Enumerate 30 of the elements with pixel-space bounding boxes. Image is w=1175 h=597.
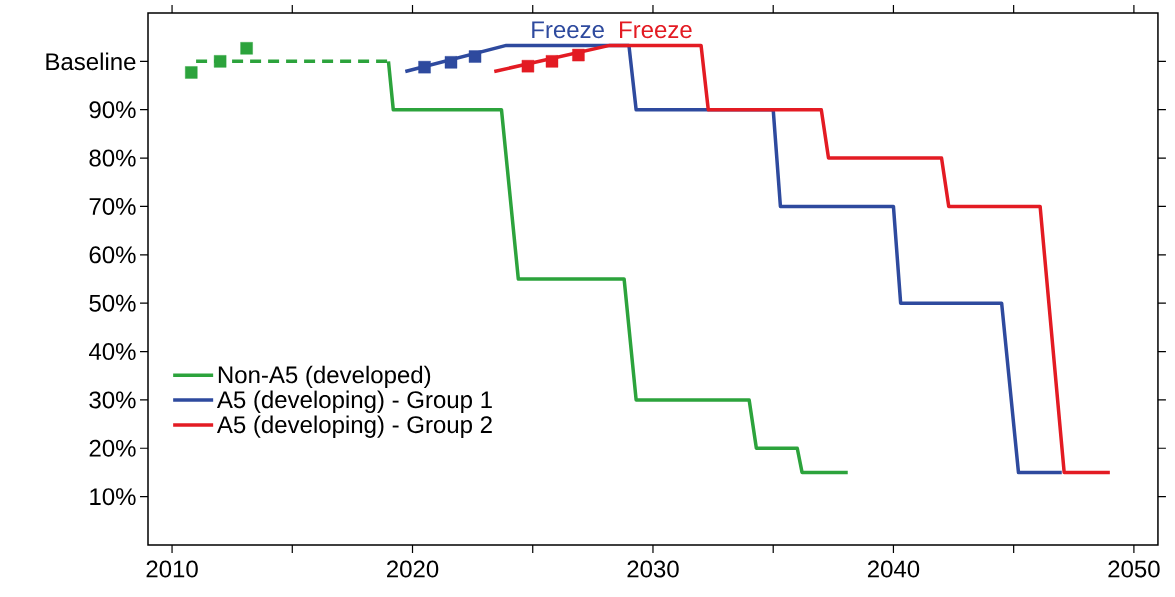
y-tick-label: 40%: [89, 343, 136, 361]
point: [185, 66, 198, 79]
point: [240, 42, 253, 55]
x-tick-label: 2020: [387, 560, 439, 578]
legend-label: A5 (developing) - Group 2: [216, 415, 492, 438]
y-tick-label: 90%: [89, 101, 136, 119]
y-tick-label: 70%: [89, 197, 136, 215]
annotation: Freeze: [620, 21, 692, 39]
y-tick-label: 30%: [89, 391, 136, 409]
y-tick-label: 10%: [90, 488, 136, 506]
point: [444, 56, 458, 69]
point: [545, 55, 559, 68]
point: [418, 60, 431, 74]
line-series: [492, 43, 1112, 475]
point: [468, 50, 482, 63]
point: [521, 59, 535, 73]
annotation: Freeze: [532, 21, 604, 39]
legend-label: A5 (developing) - Group 1: [216, 390, 492, 413]
x-tick-label: 2050: [1108, 560, 1160, 578]
y-tick-label: 80%: [89, 149, 136, 167]
x-tick-label: 2030: [627, 560, 679, 578]
x-tick-label: 2010: [146, 560, 198, 578]
x-tick-label: 2040: [867, 560, 920, 578]
y-tick-label: Baseline: [46, 52, 136, 71]
legend-label: Non-A5 (developed): [218, 365, 431, 389]
y-tick-label: 50%: [89, 294, 136, 312]
y-tick-label: 20%: [89, 439, 136, 457]
point: [572, 48, 585, 62]
y-tick-label: 60%: [89, 246, 136, 264]
point: [213, 55, 227, 68]
